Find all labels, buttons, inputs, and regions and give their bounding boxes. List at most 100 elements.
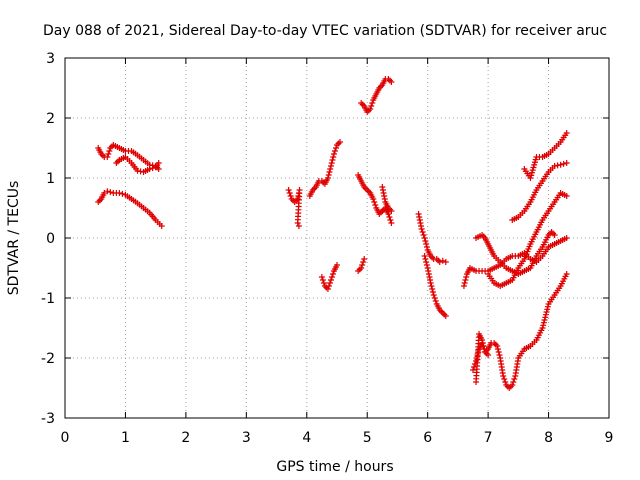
data-point: [563, 235, 570, 241]
series-s5: [306, 139, 344, 199]
data-point: [387, 217, 394, 223]
data-point: [294, 220, 301, 226]
data-point: [509, 382, 516, 388]
data-point: [320, 280, 327, 286]
data-point: [501, 376, 508, 382]
x-tick-label: 8: [544, 430, 553, 446]
data-point: [423, 259, 430, 265]
data-point: [369, 100, 376, 106]
data-point: [424, 265, 431, 271]
data-point: [474, 352, 481, 358]
data-point: [531, 159, 538, 166]
data-point: [416, 214, 423, 220]
data-point: [422, 238, 429, 244]
data-point: [422, 256, 429, 262]
data-point: [319, 277, 326, 283]
data-point: [370, 196, 377, 202]
data-point: [106, 148, 113, 154]
data-point: [327, 277, 334, 283]
data-point: [326, 169, 333, 175]
data-point: [423, 241, 430, 247]
series-s15: [485, 190, 570, 289]
data-point: [544, 303, 551, 310]
x-tick-label: 3: [242, 430, 251, 446]
data-point: [286, 190, 293, 196]
y-tick-label: -1: [41, 291, 55, 307]
series-s18: [473, 271, 570, 391]
data-point: [470, 367, 476, 373]
data-point: [331, 148, 338, 154]
data-point: [539, 325, 546, 331]
data-point: [485, 352, 492, 358]
axis-ticks: [64, 57, 610, 419]
data-point: [329, 157, 336, 163]
data-point: [563, 193, 570, 199]
x-tick-label: 7: [484, 430, 493, 446]
x-tick-label: 9: [605, 430, 614, 446]
data-point: [442, 313, 449, 319]
data-point: [427, 277, 434, 283]
data-point: [425, 268, 432, 274]
data-point: [475, 349, 482, 355]
data-point: [158, 223, 165, 229]
y-tick-label: 0: [46, 231, 55, 247]
x-tick-label: 4: [302, 430, 311, 446]
series-s9: [358, 76, 395, 115]
data-point: [419, 229, 426, 235]
data-point: [421, 235, 428, 241]
data-point: [473, 358, 480, 364]
data-point: [481, 346, 488, 352]
data-point: [334, 262, 340, 268]
data-point: [530, 164, 537, 171]
data-point: [155, 160, 162, 166]
data-point: [385, 211, 392, 217]
series-s11: [415, 211, 449, 265]
series-s8: [355, 172, 395, 226]
data-point: [325, 172, 332, 178]
data-point: [532, 156, 539, 163]
x-tick-label: 1: [121, 430, 130, 446]
data-point: [418, 226, 425, 232]
series-s1: [95, 142, 162, 172]
data-point: [415, 211, 422, 217]
y-tick-label: -3: [41, 411, 55, 427]
grid: [65, 58, 609, 418]
data-point: [329, 271, 336, 277]
data-point: [388, 220, 395, 226]
data-point: [542, 311, 549, 318]
data-point: [107, 189, 114, 196]
data-point: [442, 259, 449, 265]
series-s3: [95, 188, 165, 229]
data-point: [531, 161, 538, 168]
data-point: [386, 214, 393, 220]
data-point: [551, 232, 558, 238]
data-point: [359, 262, 366, 268]
data-points: [95, 76, 570, 391]
data-point: [358, 265, 365, 271]
y-tick-labels: -3 -2 -1 0 1 2 3: [41, 51, 55, 427]
data-point: [337, 139, 344, 145]
data-point: [495, 349, 502, 355]
data-point: [330, 154, 337, 160]
series-s6: [318, 262, 340, 292]
data-point: [421, 253, 428, 259]
data-point: [379, 187, 386, 193]
data-point: [510, 379, 517, 385]
data-point: [388, 79, 395, 85]
data-point: [361, 256, 368, 262]
data-point: [368, 103, 375, 109]
series-s10: [379, 184, 395, 214]
data-point: [325, 283, 332, 289]
y-tick-label: 1: [46, 171, 55, 187]
data-point: [432, 298, 439, 304]
data-point: [560, 160, 567, 167]
data-point: [543, 309, 550, 315]
y-tick-label: 2: [46, 111, 55, 127]
data-point: [388, 208, 395, 214]
data-point: [563, 130, 570, 136]
data-point: [496, 352, 503, 358]
data-point: [563, 160, 570, 166]
chart-title: Day 088 of 2021, Sidereal Day-to-day VTE…: [43, 23, 607, 39]
data-point: [472, 361, 479, 367]
data-point: [460, 283, 467, 289]
